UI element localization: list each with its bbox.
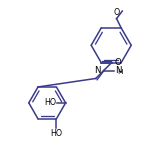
Text: N: N (94, 66, 101, 75)
Text: HO: HO (51, 129, 63, 138)
Text: O: O (113, 8, 120, 17)
Text: H: H (118, 69, 123, 76)
Text: O: O (114, 58, 121, 67)
Text: HO: HO (44, 98, 56, 107)
Text: N: N (115, 66, 121, 75)
